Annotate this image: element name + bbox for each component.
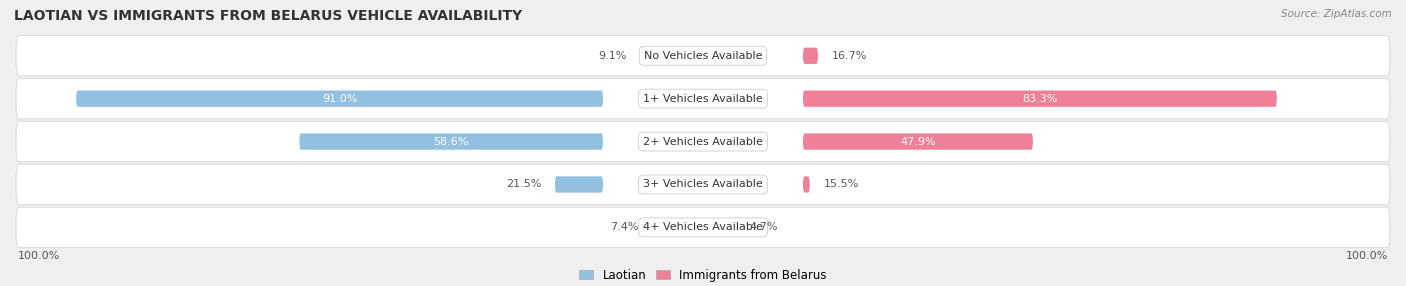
Text: LAOTIAN VS IMMIGRANTS FROM BELARUS VEHICLE AVAILABILITY: LAOTIAN VS IMMIGRANTS FROM BELARUS VEHIC… (14, 9, 522, 23)
Legend: Laotian, Immigrants from Belarus: Laotian, Immigrants from Belarus (579, 269, 827, 281)
Text: 2+ Vehicles Available: 2+ Vehicles Available (643, 137, 763, 146)
FancyBboxPatch shape (555, 176, 603, 193)
FancyBboxPatch shape (803, 47, 818, 64)
FancyBboxPatch shape (76, 90, 603, 107)
Text: 21.5%: 21.5% (506, 180, 541, 189)
FancyBboxPatch shape (15, 35, 1391, 76)
Text: 4+ Vehicles Available: 4+ Vehicles Available (643, 223, 763, 232)
FancyBboxPatch shape (299, 133, 603, 150)
FancyBboxPatch shape (803, 133, 1033, 150)
Text: 100.0%: 100.0% (1347, 251, 1389, 261)
Text: 47.9%: 47.9% (900, 137, 936, 146)
Text: 9.1%: 9.1% (598, 51, 627, 61)
Text: Source: ZipAtlas.com: Source: ZipAtlas.com (1281, 9, 1392, 19)
Text: 3+ Vehicles Available: 3+ Vehicles Available (643, 180, 763, 189)
FancyBboxPatch shape (803, 176, 810, 193)
Text: 58.6%: 58.6% (433, 137, 468, 146)
Text: 83.3%: 83.3% (1022, 94, 1057, 104)
FancyBboxPatch shape (15, 164, 1391, 205)
Text: 16.7%: 16.7% (832, 51, 868, 61)
FancyBboxPatch shape (803, 90, 1277, 107)
Text: 4.7%: 4.7% (749, 223, 778, 232)
Text: 1+ Vehicles Available: 1+ Vehicles Available (643, 94, 763, 104)
Text: No Vehicles Available: No Vehicles Available (644, 51, 762, 61)
FancyBboxPatch shape (15, 121, 1391, 162)
Text: 91.0%: 91.0% (322, 94, 357, 104)
Text: 15.5%: 15.5% (824, 180, 859, 189)
FancyBboxPatch shape (15, 207, 1391, 248)
Text: 7.4%: 7.4% (610, 223, 638, 232)
Text: 100.0%: 100.0% (17, 251, 59, 261)
FancyBboxPatch shape (15, 78, 1391, 119)
